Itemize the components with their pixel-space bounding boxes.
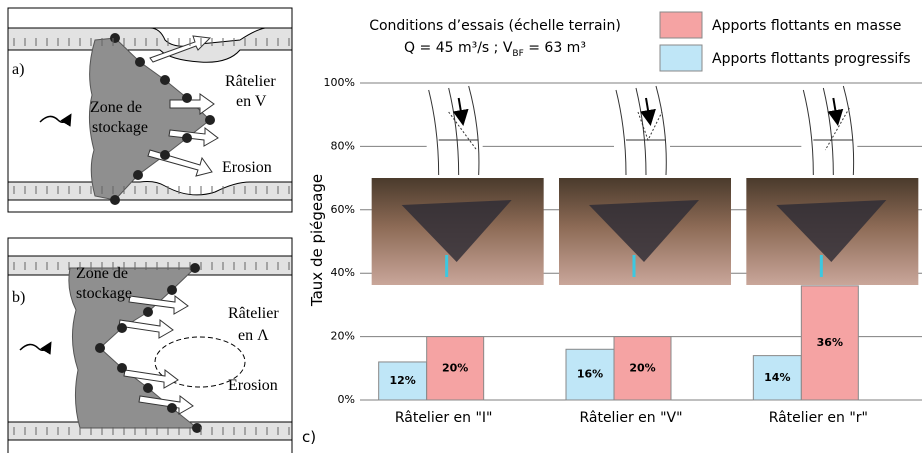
photo-debris xyxy=(401,200,512,262)
bar xyxy=(800,285,859,401)
zone-label: stockage xyxy=(76,285,132,302)
panel-label: c) xyxy=(302,428,316,446)
sketch xyxy=(428,85,480,176)
value-label: 20% xyxy=(629,361,655,374)
rack-label: en V xyxy=(236,93,267,110)
y-tick-label: 100% xyxy=(324,76,355,89)
sketch-arrow xyxy=(452,97,469,126)
rack-label: Râtelier xyxy=(228,305,279,322)
value-label: 20% xyxy=(442,361,468,374)
y-tick-label: 80% xyxy=(331,139,355,152)
sketch-rack xyxy=(824,107,850,151)
legend-swatch xyxy=(659,44,703,72)
photo-debris xyxy=(776,200,887,262)
chart-subtitle: Q = 45 m³/s ; VBF = 63 m³ xyxy=(404,40,586,59)
sketch-bg xyxy=(426,86,483,176)
x-tick-label: Râtelier en "V" xyxy=(579,410,682,426)
zone-label: Zone de xyxy=(76,265,128,282)
zone-label: Zone de xyxy=(90,99,142,116)
y-tick-label: 60% xyxy=(331,203,355,216)
photo-debris xyxy=(589,200,699,262)
erosion-label: Erosion xyxy=(222,159,272,176)
sketch-arrow xyxy=(640,97,656,126)
subtitle-sub: BF xyxy=(512,49,523,59)
erosion-label: Erosion xyxy=(228,377,278,394)
panel-label: a) xyxy=(12,61,24,78)
bar xyxy=(426,336,485,401)
legend-label: Apports flottants en masse xyxy=(712,18,901,34)
bar xyxy=(752,355,802,401)
diagram-a: a) Zone de stockage Râtelier en V Erosio… xyxy=(7,7,293,213)
sketch xyxy=(615,85,667,176)
rack-label: en Λ xyxy=(238,327,269,344)
x-tick-label: Râtelier en "I" xyxy=(395,410,493,426)
sketch xyxy=(802,85,855,176)
legend-label: Apports flottants progressifs xyxy=(712,51,911,67)
x-tick-label: Râtelier en "r" xyxy=(769,410,868,426)
y-tick-label: 20% xyxy=(331,330,355,343)
zone-label: stockage xyxy=(92,119,148,136)
chart-title: Conditions d’essais (échelle terrain) xyxy=(369,18,621,34)
legend-swatch xyxy=(659,11,703,39)
y-axis-label: Taux de piégeage xyxy=(308,174,326,307)
bar xyxy=(565,348,615,401)
sketch-bg xyxy=(614,86,670,176)
panel-label: b) xyxy=(12,289,25,306)
value-label: 12% xyxy=(389,374,415,387)
value-label: 16% xyxy=(577,368,603,381)
sketch-bg xyxy=(801,86,858,176)
value-label: 14% xyxy=(764,371,790,384)
subtitle-part: Q = 45 m³/s ; V xyxy=(404,40,513,56)
y-tick-label: 40% xyxy=(331,266,355,279)
rack-label: Râtelier xyxy=(225,73,276,90)
bar xyxy=(613,336,672,401)
value-label: 36% xyxy=(817,336,843,349)
sketch-arrow xyxy=(827,97,844,126)
y-tick-label: 0% xyxy=(338,393,355,406)
subtitle-part: = 63 m³ xyxy=(524,40,586,56)
diagram-b: b) Zone de stockage Râtelier en Λ Erosio… xyxy=(7,237,293,453)
bar xyxy=(378,361,428,401)
